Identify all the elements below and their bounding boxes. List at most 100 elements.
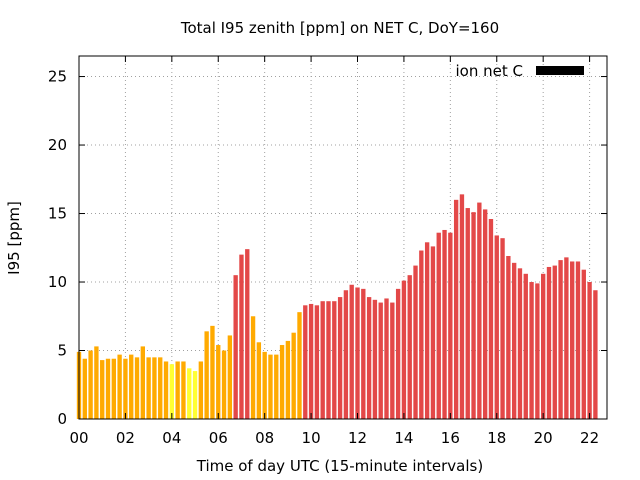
bar — [587, 282, 592, 419]
bar — [430, 246, 436, 419]
y-tick-label: 15 — [48, 205, 67, 223]
bar — [134, 357, 140, 419]
bar — [361, 288, 366, 419]
bar — [221, 350, 227, 419]
x-tick-label: 00 — [69, 429, 88, 447]
bar — [279, 345, 285, 419]
bar — [581, 269, 586, 419]
bar — [413, 265, 418, 419]
y-tick-label: 0 — [57, 410, 67, 428]
bar — [535, 283, 540, 419]
bar — [366, 297, 372, 419]
bar — [129, 354, 134, 419]
bar — [436, 232, 441, 419]
bar — [204, 331, 209, 419]
bar — [419, 250, 424, 419]
y-tick-label: 20 — [48, 136, 67, 154]
x-tick-label: 20 — [534, 429, 553, 447]
bar — [349, 284, 354, 419]
bar — [297, 312, 302, 419]
bar — [268, 354, 273, 419]
x-tick-label: 22 — [580, 429, 599, 447]
bar — [378, 302, 383, 419]
plot-frame — [78, 55, 608, 420]
bar — [250, 316, 256, 419]
bar — [517, 268, 523, 419]
bar — [343, 290, 349, 419]
bar — [239, 254, 244, 419]
bar — [506, 255, 511, 419]
bar — [88, 350, 93, 419]
bar — [442, 229, 447, 419]
bar — [337, 297, 343, 419]
bar — [245, 249, 250, 419]
bar — [105, 358, 111, 419]
bar — [372, 299, 378, 419]
bar — [575, 261, 581, 419]
y-axis-label: I95 [ppm] — [5, 201, 23, 275]
bar — [448, 232, 453, 419]
bar — [314, 305, 320, 419]
bar — [187, 368, 192, 419]
bar — [303, 305, 308, 419]
bar — [332, 301, 337, 419]
bar — [459, 194, 465, 419]
x-tick-label: 02 — [116, 429, 135, 447]
ticks: 0 5 10 15 20 25 00 02 04 06 08 10 12 14 16 18 20 22 — [48, 56, 607, 447]
bar — [593, 290, 598, 419]
x-tick-label: 14 — [394, 429, 413, 447]
bar — [163, 361, 169, 419]
bar — [175, 361, 180, 419]
bar — [94, 346, 99, 419]
x-tick-label: 06 — [209, 429, 228, 447]
bar — [482, 209, 488, 419]
y-tick-label: 5 — [57, 342, 67, 360]
legend-label: ion net C — [456, 62, 523, 80]
bar — [192, 371, 198, 419]
bar — [424, 242, 430, 419]
bar — [291, 332, 296, 419]
y-tick-label: 25 — [48, 68, 67, 86]
bar — [123, 358, 128, 419]
bar — [256, 342, 262, 419]
bar — [511, 262, 517, 419]
bar — [384, 298, 389, 419]
bar — [395, 288, 401, 419]
bar — [169, 364, 175, 419]
bar — [210, 325, 215, 419]
legend: ion net C — [456, 62, 584, 80]
bar — [558, 260, 563, 419]
bar — [308, 303, 314, 419]
grid — [79, 56, 607, 419]
bar — [546, 266, 552, 419]
bar — [227, 335, 233, 419]
bar — [407, 275, 412, 419]
bar — [117, 354, 122, 419]
bar — [274, 354, 279, 419]
x-tick-label: 10 — [302, 429, 321, 447]
x-tick-label: 18 — [487, 429, 506, 447]
bar — [529, 282, 534, 419]
x-axis-label: Time of day UTC (15-minute intervals) — [196, 457, 483, 475]
bar — [216, 345, 221, 419]
bar — [494, 235, 499, 419]
x-tick-label: 08 — [255, 429, 274, 447]
legend-swatch — [536, 66, 584, 75]
bar — [82, 358, 87, 419]
bar — [152, 357, 157, 419]
bar — [541, 273, 546, 419]
x-tick-label: 04 — [162, 429, 181, 447]
bar — [465, 208, 470, 419]
x-tick-label: 16 — [441, 429, 460, 447]
bar — [326, 301, 331, 419]
bar — [500, 238, 505, 419]
bar — [100, 360, 105, 419]
bars — [76, 194, 598, 419]
bar — [488, 219, 494, 419]
bar — [552, 265, 557, 419]
bar — [158, 357, 163, 419]
x-tick-label: 12 — [348, 429, 367, 447]
bar — [111, 358, 116, 419]
bar — [140, 346, 145, 419]
bar — [453, 199, 459, 419]
